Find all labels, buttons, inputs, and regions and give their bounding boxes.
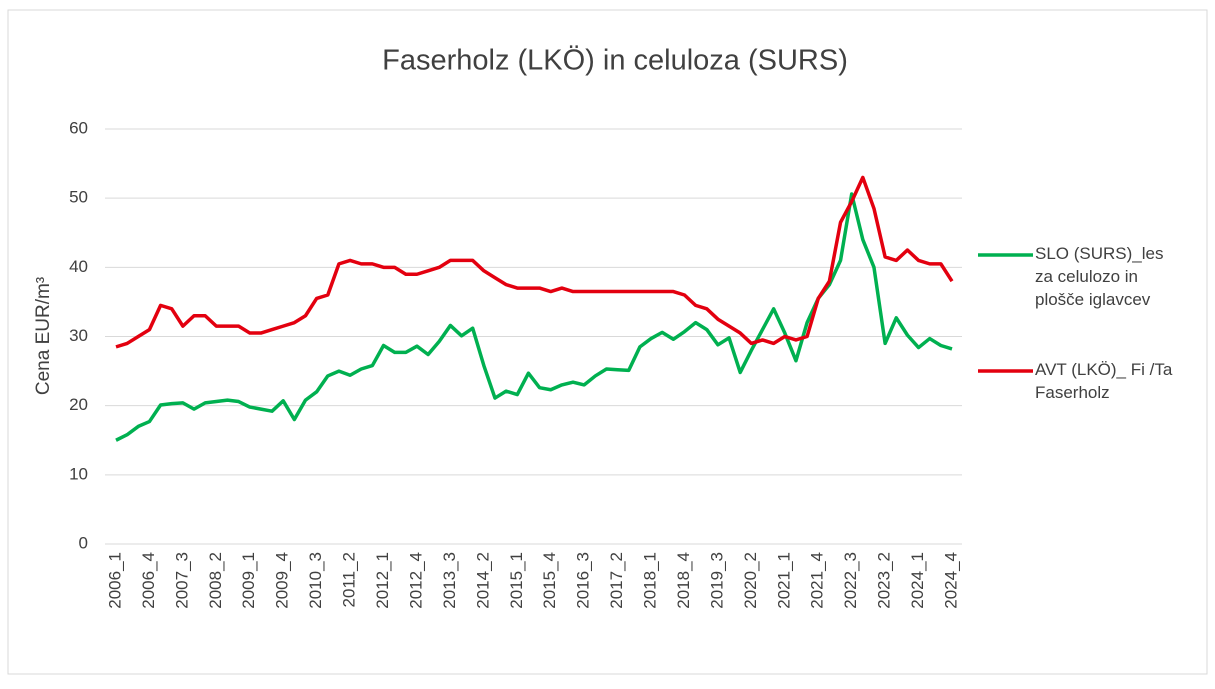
legend-label: AVT (LKÖ)_ Fi /Ta Faserholz	[1035, 360, 1173, 402]
x-tick-label: 2022_3	[841, 552, 860, 609]
x-tick-label: 2021_1	[774, 552, 793, 609]
x-tick-label: 2009_4	[273, 552, 292, 609]
x-tick-label: 2018_1	[641, 552, 660, 609]
x-tick-label: 2019_3	[707, 552, 726, 609]
y-tick-label: 10	[69, 464, 88, 483]
chart-title: Faserholz (LKÖ) in celuloza (SURS)	[382, 45, 848, 77]
x-tick-label: 2007_3	[172, 552, 191, 609]
x-tick-label: 2011_2	[340, 552, 359, 607]
x-tick-label: 2024_4	[941, 552, 960, 609]
x-tick-label: 2017_2	[607, 552, 626, 609]
x-tick-label: 2012_1	[373, 552, 392, 609]
y-tick-label: 50	[69, 188, 88, 207]
x-tick-label: 2012_4	[406, 552, 425, 609]
chart-frame	[7, 9, 1208, 675]
x-tick-label: 2024_1	[908, 552, 927, 609]
x-tick-label: 2023_2	[875, 552, 894, 609]
x-tick-label: 2014_2	[473, 552, 492, 609]
x-tick-label: 2018_4	[674, 552, 693, 609]
y-tick-label: 20	[69, 395, 88, 414]
x-tick-label: 2013_3	[440, 552, 459, 609]
y-axis-label: Cena EUR/m³	[33, 277, 54, 395]
y-tick-label: 30	[69, 326, 88, 345]
series-line	[115, 175, 954, 349]
y-tick-label: 40	[69, 257, 88, 276]
x-tick-label: 2008_2	[206, 552, 225, 609]
x-tick-label: 2021_4	[808, 552, 827, 609]
x-tick-label: 2015_1	[507, 552, 526, 609]
x-tick-label: 2020_2	[741, 552, 760, 609]
x-tick-label: 2016_3	[574, 552, 593, 609]
series-line	[115, 192, 953, 442]
legend-label: SLO (SURS)_les za celulozo in plošče iglav…	[1035, 244, 1163, 309]
x-tick-label: 2006_4	[139, 552, 158, 609]
x-tick-label: 2006_1	[105, 552, 124, 609]
x-tick-label: 2015_4	[540, 552, 559, 609]
x-tick-label: 2010_3	[306, 552, 325, 609]
y-tick-label: 0	[79, 533, 88, 552]
x-tick-label: 2009_1	[239, 552, 258, 609]
y-tick-label: 60	[69, 118, 88, 137]
